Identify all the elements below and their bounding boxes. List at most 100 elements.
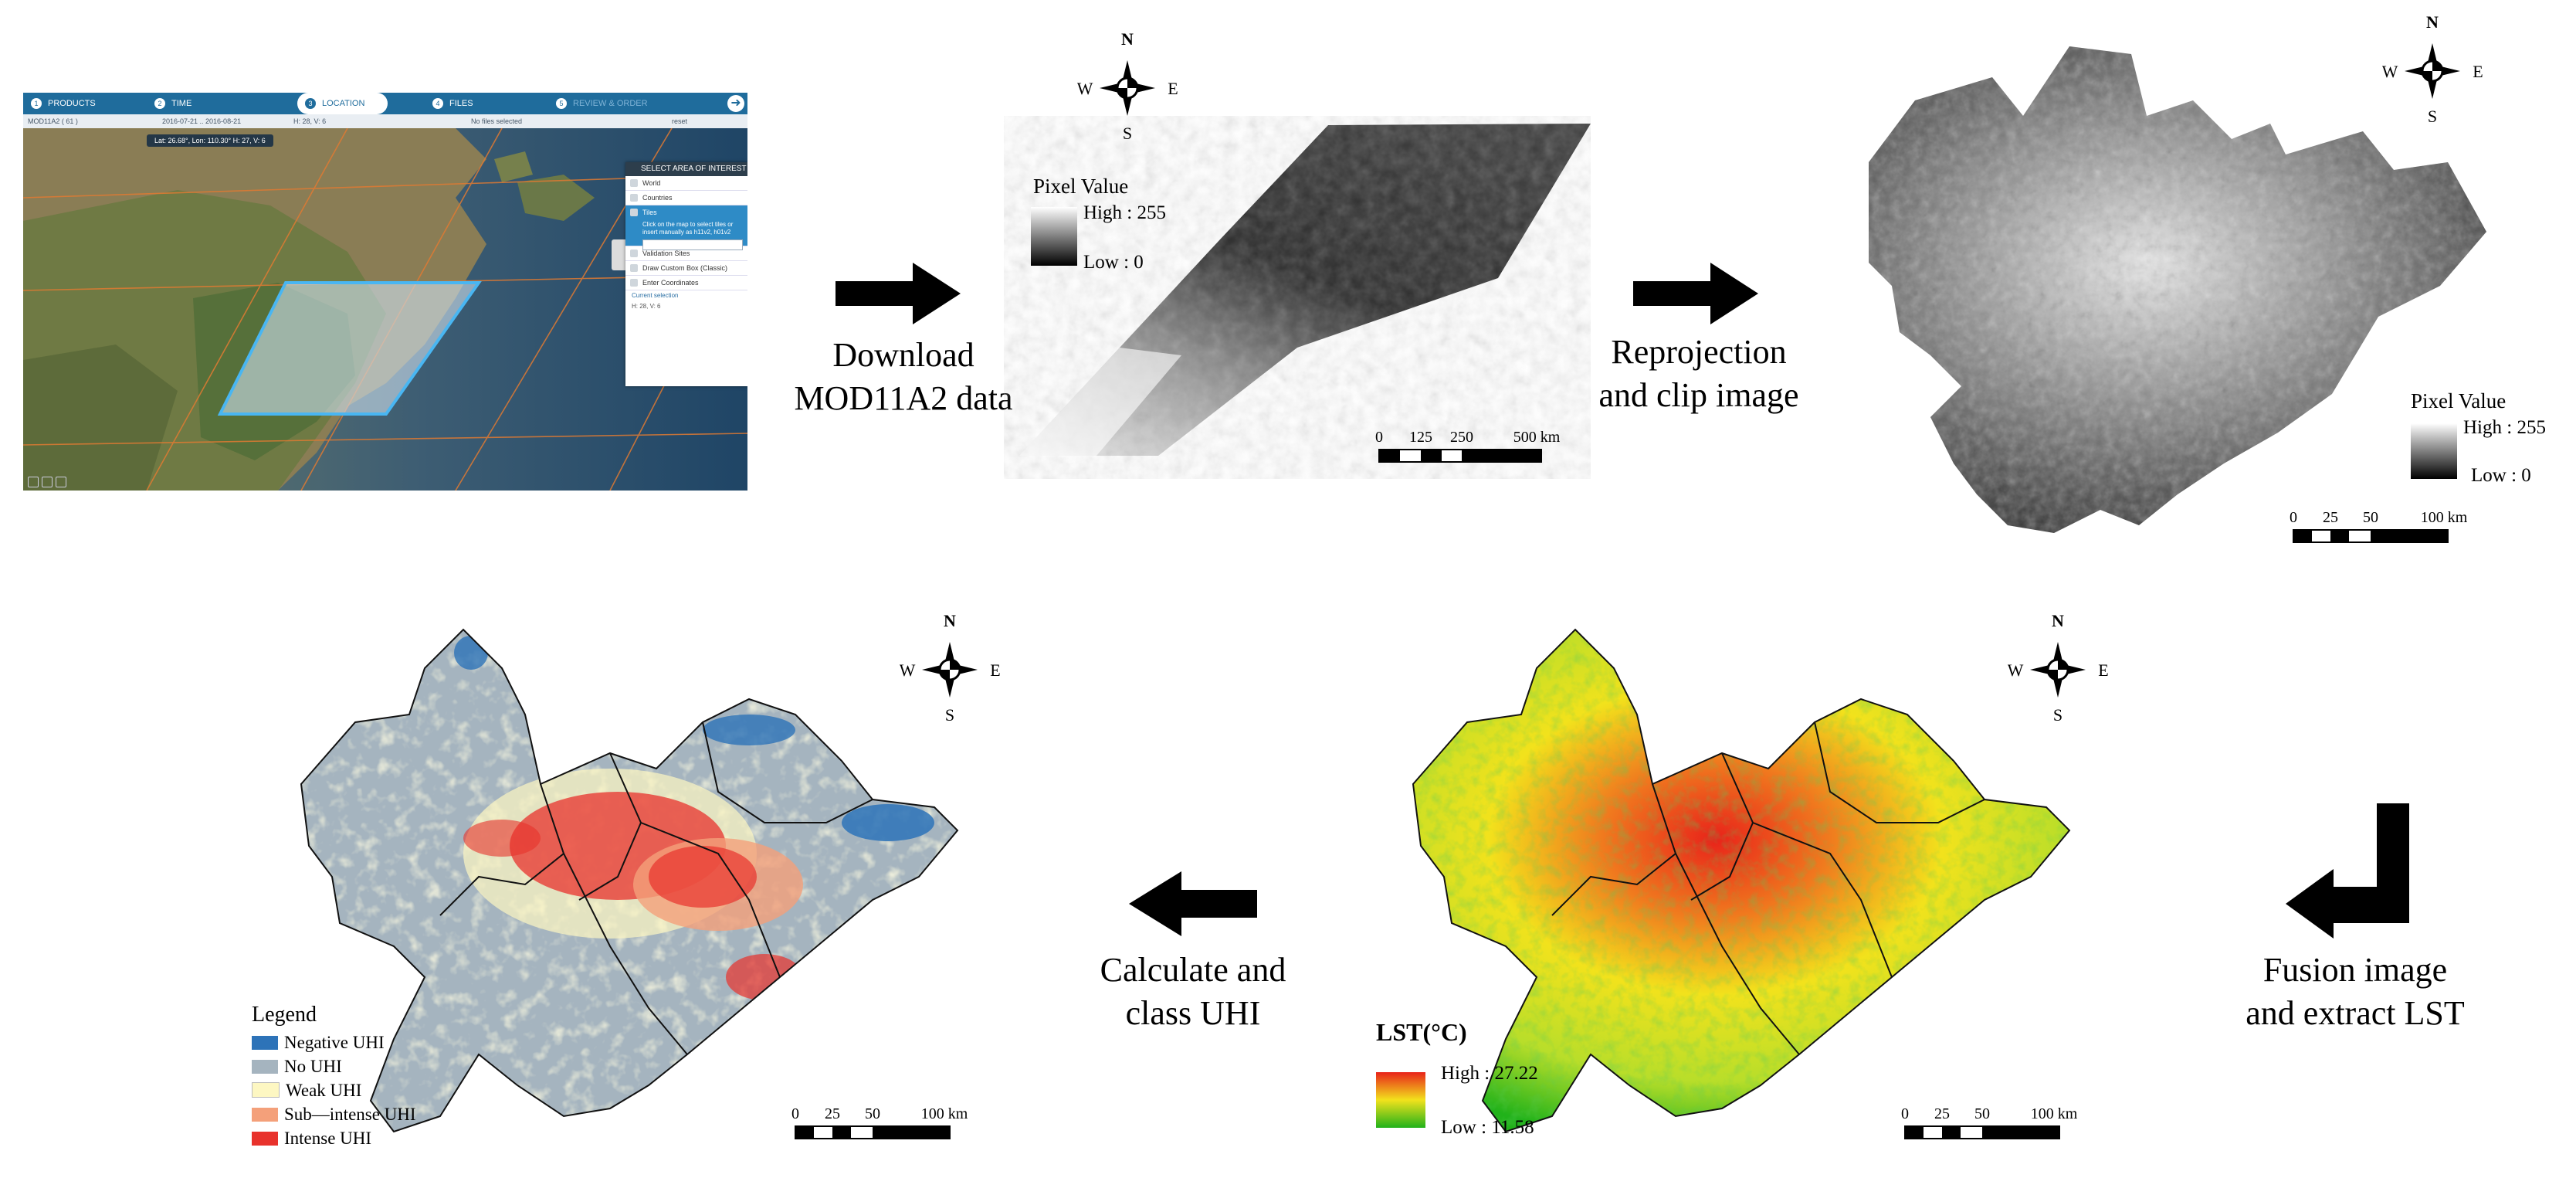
flag-icon xyxy=(630,194,638,202)
map-tools xyxy=(28,477,69,487)
selection-info-bar: MOD11A2 ( 61 ) 2016-07-21 .. 2016-08-21 … xyxy=(23,114,747,128)
compass-s: S xyxy=(1123,124,1132,141)
info-reset[interactable]: reset xyxy=(672,117,688,125)
svg-text:S: S xyxy=(2428,107,2437,124)
panel-collapse-handle[interactable] xyxy=(612,239,625,270)
tiles-help-text: Click on the map to select tiles or inse… xyxy=(642,221,734,236)
svg-text:N: N xyxy=(2426,15,2439,32)
uhi-legend-item: Weak UHI xyxy=(252,1078,452,1102)
svg-text:50: 50 xyxy=(1974,1105,1990,1122)
clipped-legend-title: Pixel Value xyxy=(2411,389,2507,412)
lst-legend-title: LST(°C) xyxy=(1376,1018,1467,1046)
uhi-legend-title: Legend xyxy=(252,1003,317,1027)
checkbox-icon xyxy=(630,209,638,216)
svg-text:0: 0 xyxy=(1375,429,1383,446)
checkbox-icon xyxy=(630,250,638,257)
step-time[interactable]: 2 TIME xyxy=(154,93,192,114)
caption-download: Download MOD11A2 data xyxy=(794,336,1013,417)
globe-icon xyxy=(630,179,638,187)
uhi-legend-item: Intense UHI xyxy=(252,1126,452,1150)
raw-lst-tile-map xyxy=(1019,124,1591,456)
step-review-order[interactable]: 5 REVIEW & ORDER xyxy=(556,93,648,114)
arrow-right-icon xyxy=(836,263,961,324)
svg-text:E: E xyxy=(2473,62,2483,81)
layers-icon[interactable] xyxy=(42,477,53,487)
compass-icon: N S W E xyxy=(1077,32,1178,141)
option-tiles[interactable]: Tiles Click on the map to select tiles o… xyxy=(625,205,747,250)
arrow-right-icon[interactable]: ➜ xyxy=(727,95,744,112)
uhi-legend: Legend Negative UHI No UHI Weak UHI Sub—… xyxy=(252,1003,452,1150)
pencil-icon xyxy=(630,279,638,287)
lst-legend-ramp xyxy=(1376,1072,1425,1128)
info-product: MOD11A2 ( 61 ) xyxy=(28,117,78,125)
svg-text:100 km: 100 km xyxy=(2421,509,2468,526)
option-validation-sites[interactable]: Validation Sites xyxy=(625,246,747,261)
svg-text:W: W xyxy=(2008,660,2024,680)
raw-legend-low: Low : 0 xyxy=(1083,252,1144,273)
arrow-right-icon xyxy=(1633,263,1758,324)
clipped-legend-low: Low : 0 xyxy=(2471,465,2531,486)
raw-legend-title: Pixel Value xyxy=(1033,175,1129,198)
arrow-left-icon xyxy=(1129,871,1257,936)
compass-w: W xyxy=(1077,79,1093,98)
svg-text:25: 25 xyxy=(2323,509,2338,526)
caption-reprojection: Reprojection and clip image xyxy=(1598,333,1799,414)
step-location[interactable]: 3 LOCATION xyxy=(297,93,388,114)
lst-legend-high: High : 27.22 xyxy=(1441,1063,1538,1084)
arrow-down-left-icon xyxy=(2286,803,2409,939)
svg-text:25: 25 xyxy=(825,1105,840,1122)
clipped-legend-ramp xyxy=(2411,423,2457,479)
svg-text:500 km: 500 km xyxy=(1513,429,1560,446)
svg-text:W: W xyxy=(2382,62,2398,81)
uhi-class-map xyxy=(300,628,959,1133)
clipped-scale-bar: 0 25 50 100 km xyxy=(2290,509,2468,543)
caption-calculate: Calculate and class UHI xyxy=(1100,951,1286,1032)
compass-e: E xyxy=(1168,79,1178,98)
svg-text:W: W xyxy=(900,660,916,680)
coordinate-readout: Lat: 26.68°, Lon: 110.30° H: 27, V: 6 xyxy=(147,134,273,147)
uhi-legend-item: Negative UHI xyxy=(252,1030,452,1054)
tiles-input[interactable] xyxy=(642,239,743,250)
svg-text:S: S xyxy=(2053,705,2062,722)
raw-scale-bar: 0 125 250 500 km xyxy=(1375,429,1560,463)
raw-legend-ramp xyxy=(1031,207,1077,266)
svg-text:100 km: 100 km xyxy=(921,1105,968,1122)
svg-text:100 km: 100 km xyxy=(2031,1105,2078,1122)
svg-text:50: 50 xyxy=(865,1105,880,1122)
svg-text:N: N xyxy=(2052,614,2064,630)
option-world[interactable]: World xyxy=(625,176,747,191)
modis-portal-screenshot: 1 PRODUCTS 2 TIME 3 LOCATION 4 FILES 5 REVIEW… xyxy=(23,93,747,491)
step-products[interactable]: 1 PRODUCTS xyxy=(31,93,96,114)
info-files: No files selected xyxy=(471,117,523,125)
area-of-interest-panel: SELECT AREA OF INTEREST World Countries … xyxy=(625,162,747,386)
compass-icon: N S W E xyxy=(900,614,1000,722)
svg-text:E: E xyxy=(990,660,1000,680)
lst-map xyxy=(1412,628,2071,1133)
lst-scale-bar: 0 25 50 100 km xyxy=(1901,1105,2078,1139)
svg-text:50: 50 xyxy=(2363,509,2378,526)
svg-text:E: E xyxy=(2098,660,2108,680)
option-draw-custom-box[interactable]: Draw Custom Box (Classic) xyxy=(625,261,747,276)
current-selection-value: H: 28, V: 6 xyxy=(632,303,661,310)
svg-text:250: 250 xyxy=(1450,429,1473,446)
info-dates: 2016-07-21 .. 2016-08-21 xyxy=(162,117,242,125)
svg-text:0: 0 xyxy=(1901,1105,1909,1122)
wizard-steps: 1 PRODUCTS 2 TIME 3 LOCATION 4 FILES 5 REVIEW… xyxy=(23,93,747,114)
svg-text:S: S xyxy=(945,705,954,722)
uhi-legend-item: Sub—intense UHI xyxy=(252,1102,452,1126)
home-icon[interactable] xyxy=(56,477,66,487)
zoom-icon[interactable] xyxy=(28,477,39,487)
svg-text:125: 125 xyxy=(1409,429,1432,446)
raw-legend-high: High : 255 xyxy=(1083,202,1166,223)
compass-icon: N S W E xyxy=(2008,614,2108,722)
option-enter-coordinates[interactable]: Enter Coordinates xyxy=(625,276,747,290)
clipped-legend-high: High : 255 xyxy=(2463,417,2546,438)
clipped-grayscale-map xyxy=(1869,46,2486,533)
svg-text:25: 25 xyxy=(1934,1105,1950,1122)
svg-text:N: N xyxy=(944,614,956,630)
step-files[interactable]: 4 FILES xyxy=(432,93,473,114)
uhi-scale-bar: 0 25 50 100 km xyxy=(791,1105,968,1139)
checkbox-icon xyxy=(630,264,638,272)
option-countries[interactable]: Countries xyxy=(625,191,747,205)
info-tile: H: 28, V: 6 xyxy=(293,117,327,125)
